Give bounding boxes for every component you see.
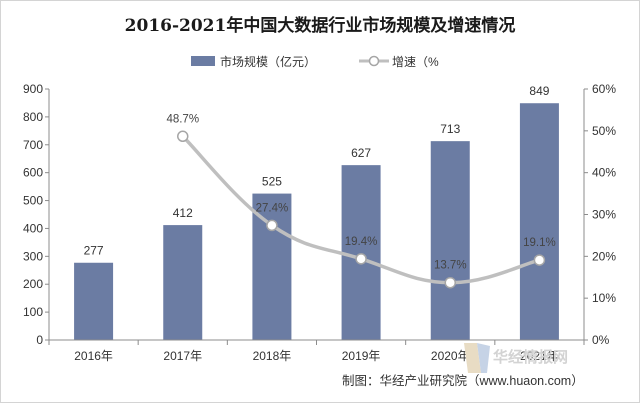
growth-point xyxy=(444,276,456,289)
y-right-tick-label: 10% xyxy=(592,291,616,305)
y-left-tick-label: 700 xyxy=(23,138,43,152)
x-tick-label: 2019年 xyxy=(342,349,381,363)
bar xyxy=(163,225,203,340)
growth-value-label: 13.7% xyxy=(434,260,467,272)
x-axis: 2016年 2017年 2018年 2019年 2020年 2021年 xyxy=(48,339,585,363)
y-axis-left: 0 100 200 300 400 500 600 700 800 900 xyxy=(23,82,50,347)
y-right-tick-label: 40% xyxy=(592,166,616,180)
y-left-tick-label: 0 xyxy=(36,333,43,347)
y-left-tick-label: 300 xyxy=(23,249,43,263)
y-left-tick-label: 900 xyxy=(23,82,43,96)
bar xyxy=(341,165,381,340)
watermark-logo-icon-accent xyxy=(477,343,490,373)
y-right-tick-label: 50% xyxy=(592,124,616,138)
growth-data-labels: 48.7% 27.4% 19.4% 13.7% 19.1% xyxy=(166,113,555,271)
x-tick-label: 2020年 xyxy=(431,349,470,363)
bar xyxy=(252,193,292,340)
bar-value-label: 277 xyxy=(84,244,104,258)
y-right-tick-label: 30% xyxy=(592,208,616,222)
legend-label-growth: 增速（% xyxy=(392,55,439,69)
watermark: 华经情报网 xyxy=(464,343,568,373)
bar-value-label: 627 xyxy=(351,146,371,160)
y-left-tick-label: 600 xyxy=(23,166,43,180)
y-axis-right: 0% 10% 20% 30% 40% 50% 60% xyxy=(583,82,616,347)
x-tick-label: 2021年 xyxy=(520,349,559,363)
legend-swatch-market-size xyxy=(191,56,215,66)
x-tick-label: 2017年 xyxy=(163,349,202,363)
y-left-tick-label: 200 xyxy=(23,277,43,291)
growth-value-label: 19.4% xyxy=(345,236,378,248)
growth-point xyxy=(177,130,189,143)
bar-value-label: 849 xyxy=(529,84,549,98)
watermark-logo-icon xyxy=(464,343,481,373)
bar-value-label: 412 xyxy=(173,206,193,220)
source-note: 制图：华经产业研究院（www.huaon.com） xyxy=(342,373,584,388)
bar xyxy=(430,141,470,340)
bar-value-label: 525 xyxy=(262,175,282,189)
y-left-tick-label: 800 xyxy=(23,110,43,124)
bar xyxy=(519,103,559,341)
y-right-tick-label: 20% xyxy=(592,249,616,263)
growth-value-label: 27.4% xyxy=(256,202,289,214)
y-left-tick-label: 500 xyxy=(23,194,43,208)
watermark-text: 华经情报网 xyxy=(493,348,568,366)
growth-line-series xyxy=(177,130,546,289)
legend: 市场规模（亿元） 增速（% xyxy=(191,54,439,69)
y-left-tick-label: 100 xyxy=(23,305,43,319)
legend-label-market-size: 市场规模（亿元） xyxy=(220,54,316,69)
x-tick-label: 2016年 xyxy=(74,349,113,363)
x-tick-label: 2018年 xyxy=(253,349,292,363)
legend-swatch-growth-marker xyxy=(368,55,380,67)
growth-point xyxy=(355,253,367,265)
bar xyxy=(74,262,114,340)
chart-title: 2016-2021年中国大数据行业市场规模及增速情况 xyxy=(125,15,516,36)
y-right-tick-label: 0% xyxy=(592,333,610,347)
growth-value-label: 48.7% xyxy=(166,113,199,125)
bar-data-labels: 277 412 525 627 713 849 xyxy=(84,84,550,258)
y-left-tick-label: 400 xyxy=(23,221,43,235)
y-right-tick-label: 60% xyxy=(592,82,616,96)
growth-point xyxy=(533,254,546,266)
growth-point xyxy=(266,219,278,232)
bar-series xyxy=(74,103,559,341)
bar-value-label: 713 xyxy=(440,122,460,136)
growth-value-label: 19.1% xyxy=(523,237,556,249)
